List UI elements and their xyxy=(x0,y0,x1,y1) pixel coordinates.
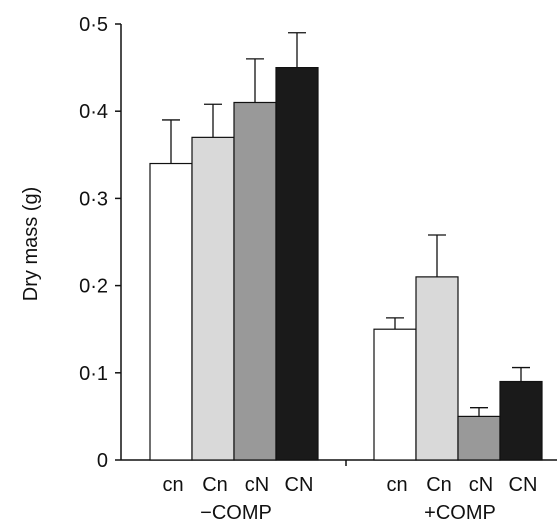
bar-cn-group-2 xyxy=(373,328,417,461)
bar-CN-group-2 xyxy=(499,380,543,461)
y-tick-label: 0·3 xyxy=(79,188,108,210)
category-label: Cn xyxy=(426,474,452,496)
error-bars xyxy=(162,32,530,417)
bar-cN-group-2 xyxy=(457,415,501,461)
bar-Cn-group-1 xyxy=(191,136,235,461)
category-label: Cn xyxy=(202,474,228,496)
y-tick-label: 0·4 xyxy=(79,101,108,123)
y-ticks: 0 0·1 0·2 0·3 0·4 0·5 xyxy=(79,14,121,472)
group-label: +COMP xyxy=(424,502,496,524)
y-tick-label: 0 xyxy=(97,450,108,472)
x-axis xyxy=(121,459,557,466)
group-labels: −COMP +COMP xyxy=(200,502,496,524)
bar-cN-group-1 xyxy=(233,101,277,461)
category-label: cn xyxy=(386,474,407,496)
y-tick-label: 0·5 xyxy=(79,14,108,36)
category-label: cN xyxy=(245,474,269,496)
group-label: −COMP xyxy=(200,502,272,524)
y-tick-label: 0·2 xyxy=(79,276,108,298)
bar-Cn-group-2 xyxy=(415,276,459,461)
y-axis-title: Dry mass (g) xyxy=(20,187,42,301)
bar-CN-group-1 xyxy=(275,66,319,461)
category-labels: cn Cn cN CN cn Cn cN CN xyxy=(162,474,537,496)
bar-cn-group-1 xyxy=(149,162,193,461)
bars xyxy=(149,66,543,461)
category-label: CN xyxy=(285,474,314,496)
category-label: CN xyxy=(509,474,538,496)
y-tick-label: 0·1 xyxy=(79,363,108,385)
category-label: cn xyxy=(162,474,183,496)
category-label: cN xyxy=(469,474,493,496)
